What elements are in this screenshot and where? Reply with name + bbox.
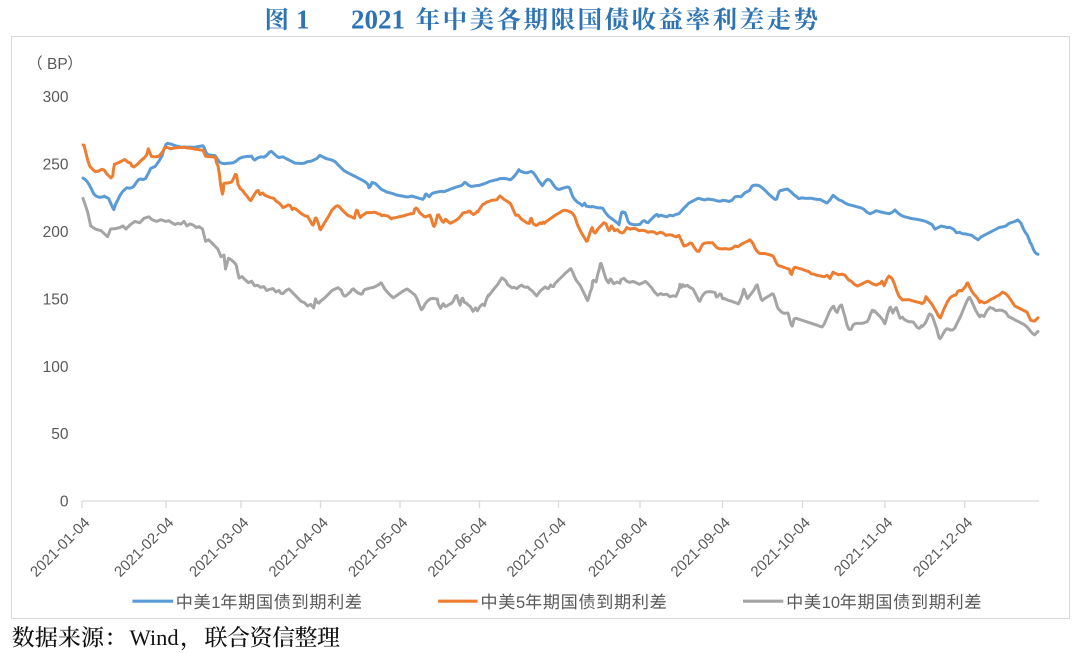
svg-text:1: 1 xyxy=(296,5,310,35)
svg-text:150: 150 xyxy=(43,291,69,308)
svg-text:100: 100 xyxy=(43,359,69,376)
svg-text:50: 50 xyxy=(51,426,69,443)
svg-text:1: 1 xyxy=(211,594,220,612)
svg-text:200: 200 xyxy=(43,224,69,241)
svg-text:Wind: Wind xyxy=(130,625,179,650)
svg-text:2021: 2021 xyxy=(351,5,405,35)
svg-text:300: 300 xyxy=(43,89,69,106)
svg-text:10: 10 xyxy=(822,594,840,612)
svg-text:5: 5 xyxy=(516,594,525,612)
svg-text:250: 250 xyxy=(43,157,69,174)
svg-text:BP: BP xyxy=(47,56,68,73)
svg-text:0: 0 xyxy=(60,494,69,511)
